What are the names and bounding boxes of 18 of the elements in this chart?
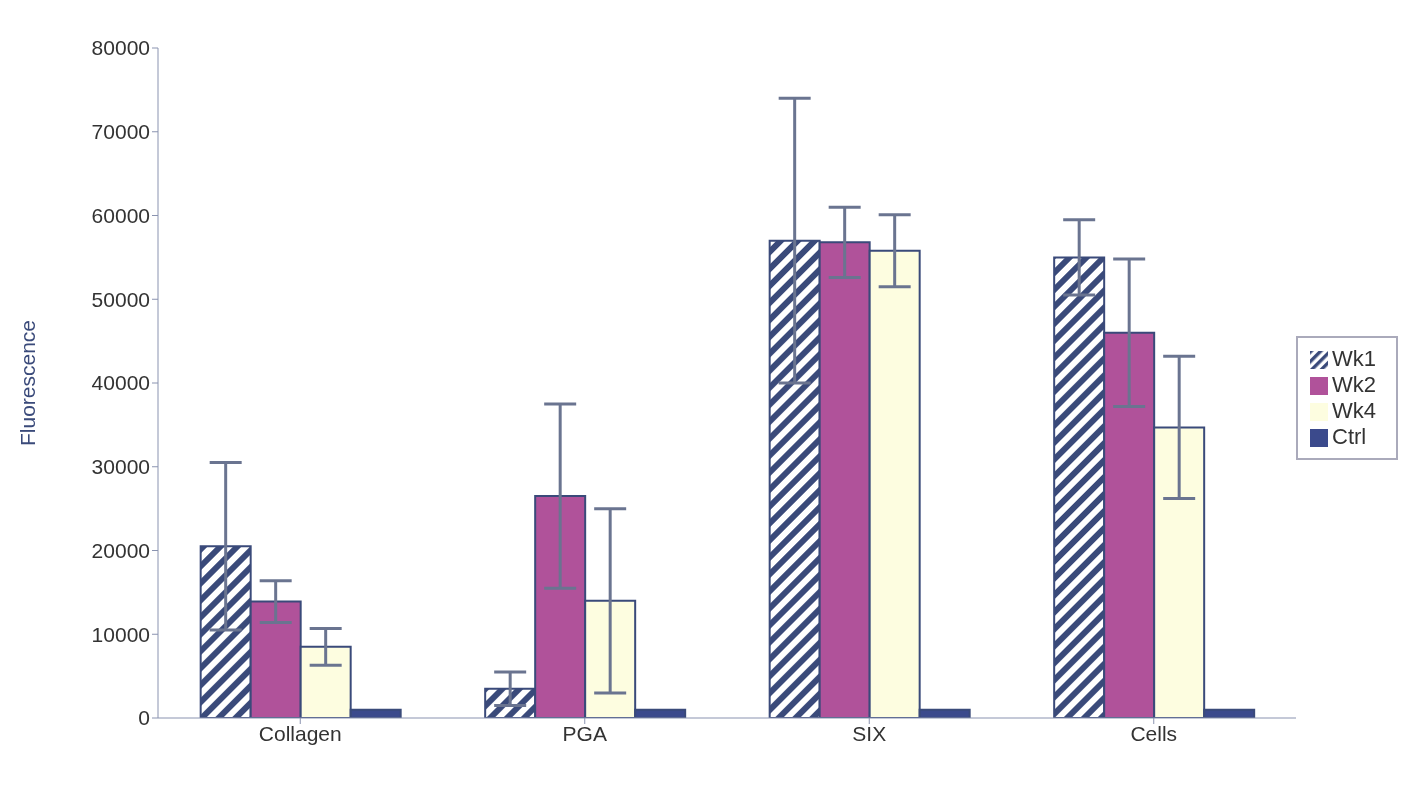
y-tick-label: 30000: [91, 455, 150, 479]
x-tick-label: Cells: [1130, 721, 1178, 745]
y-tick-label: 60000: [91, 203, 150, 227]
y-tick-label: 0: [138, 706, 150, 730]
legend-label: Wk4: [1332, 398, 1376, 423]
y-tick-label: 40000: [91, 371, 150, 395]
y-tick-label: 70000: [91, 120, 150, 144]
legend-label: Wk1: [1332, 346, 1376, 371]
legend-label: Ctrl: [1332, 424, 1367, 449]
x-tick-label: SIX: [852, 721, 887, 745]
x-tick-label: PGA: [562, 721, 607, 745]
y-tick-label: 50000: [91, 287, 150, 311]
y-tick-label: 10000: [91, 622, 150, 646]
legend-label: Wk2: [1332, 372, 1376, 397]
y-axis-title: Fluorescence: [16, 319, 40, 447]
x-tick-label: Collagen: [258, 721, 342, 745]
y-tick-label: 80000: [91, 36, 150, 60]
y-tick-label: 20000: [91, 538, 150, 562]
